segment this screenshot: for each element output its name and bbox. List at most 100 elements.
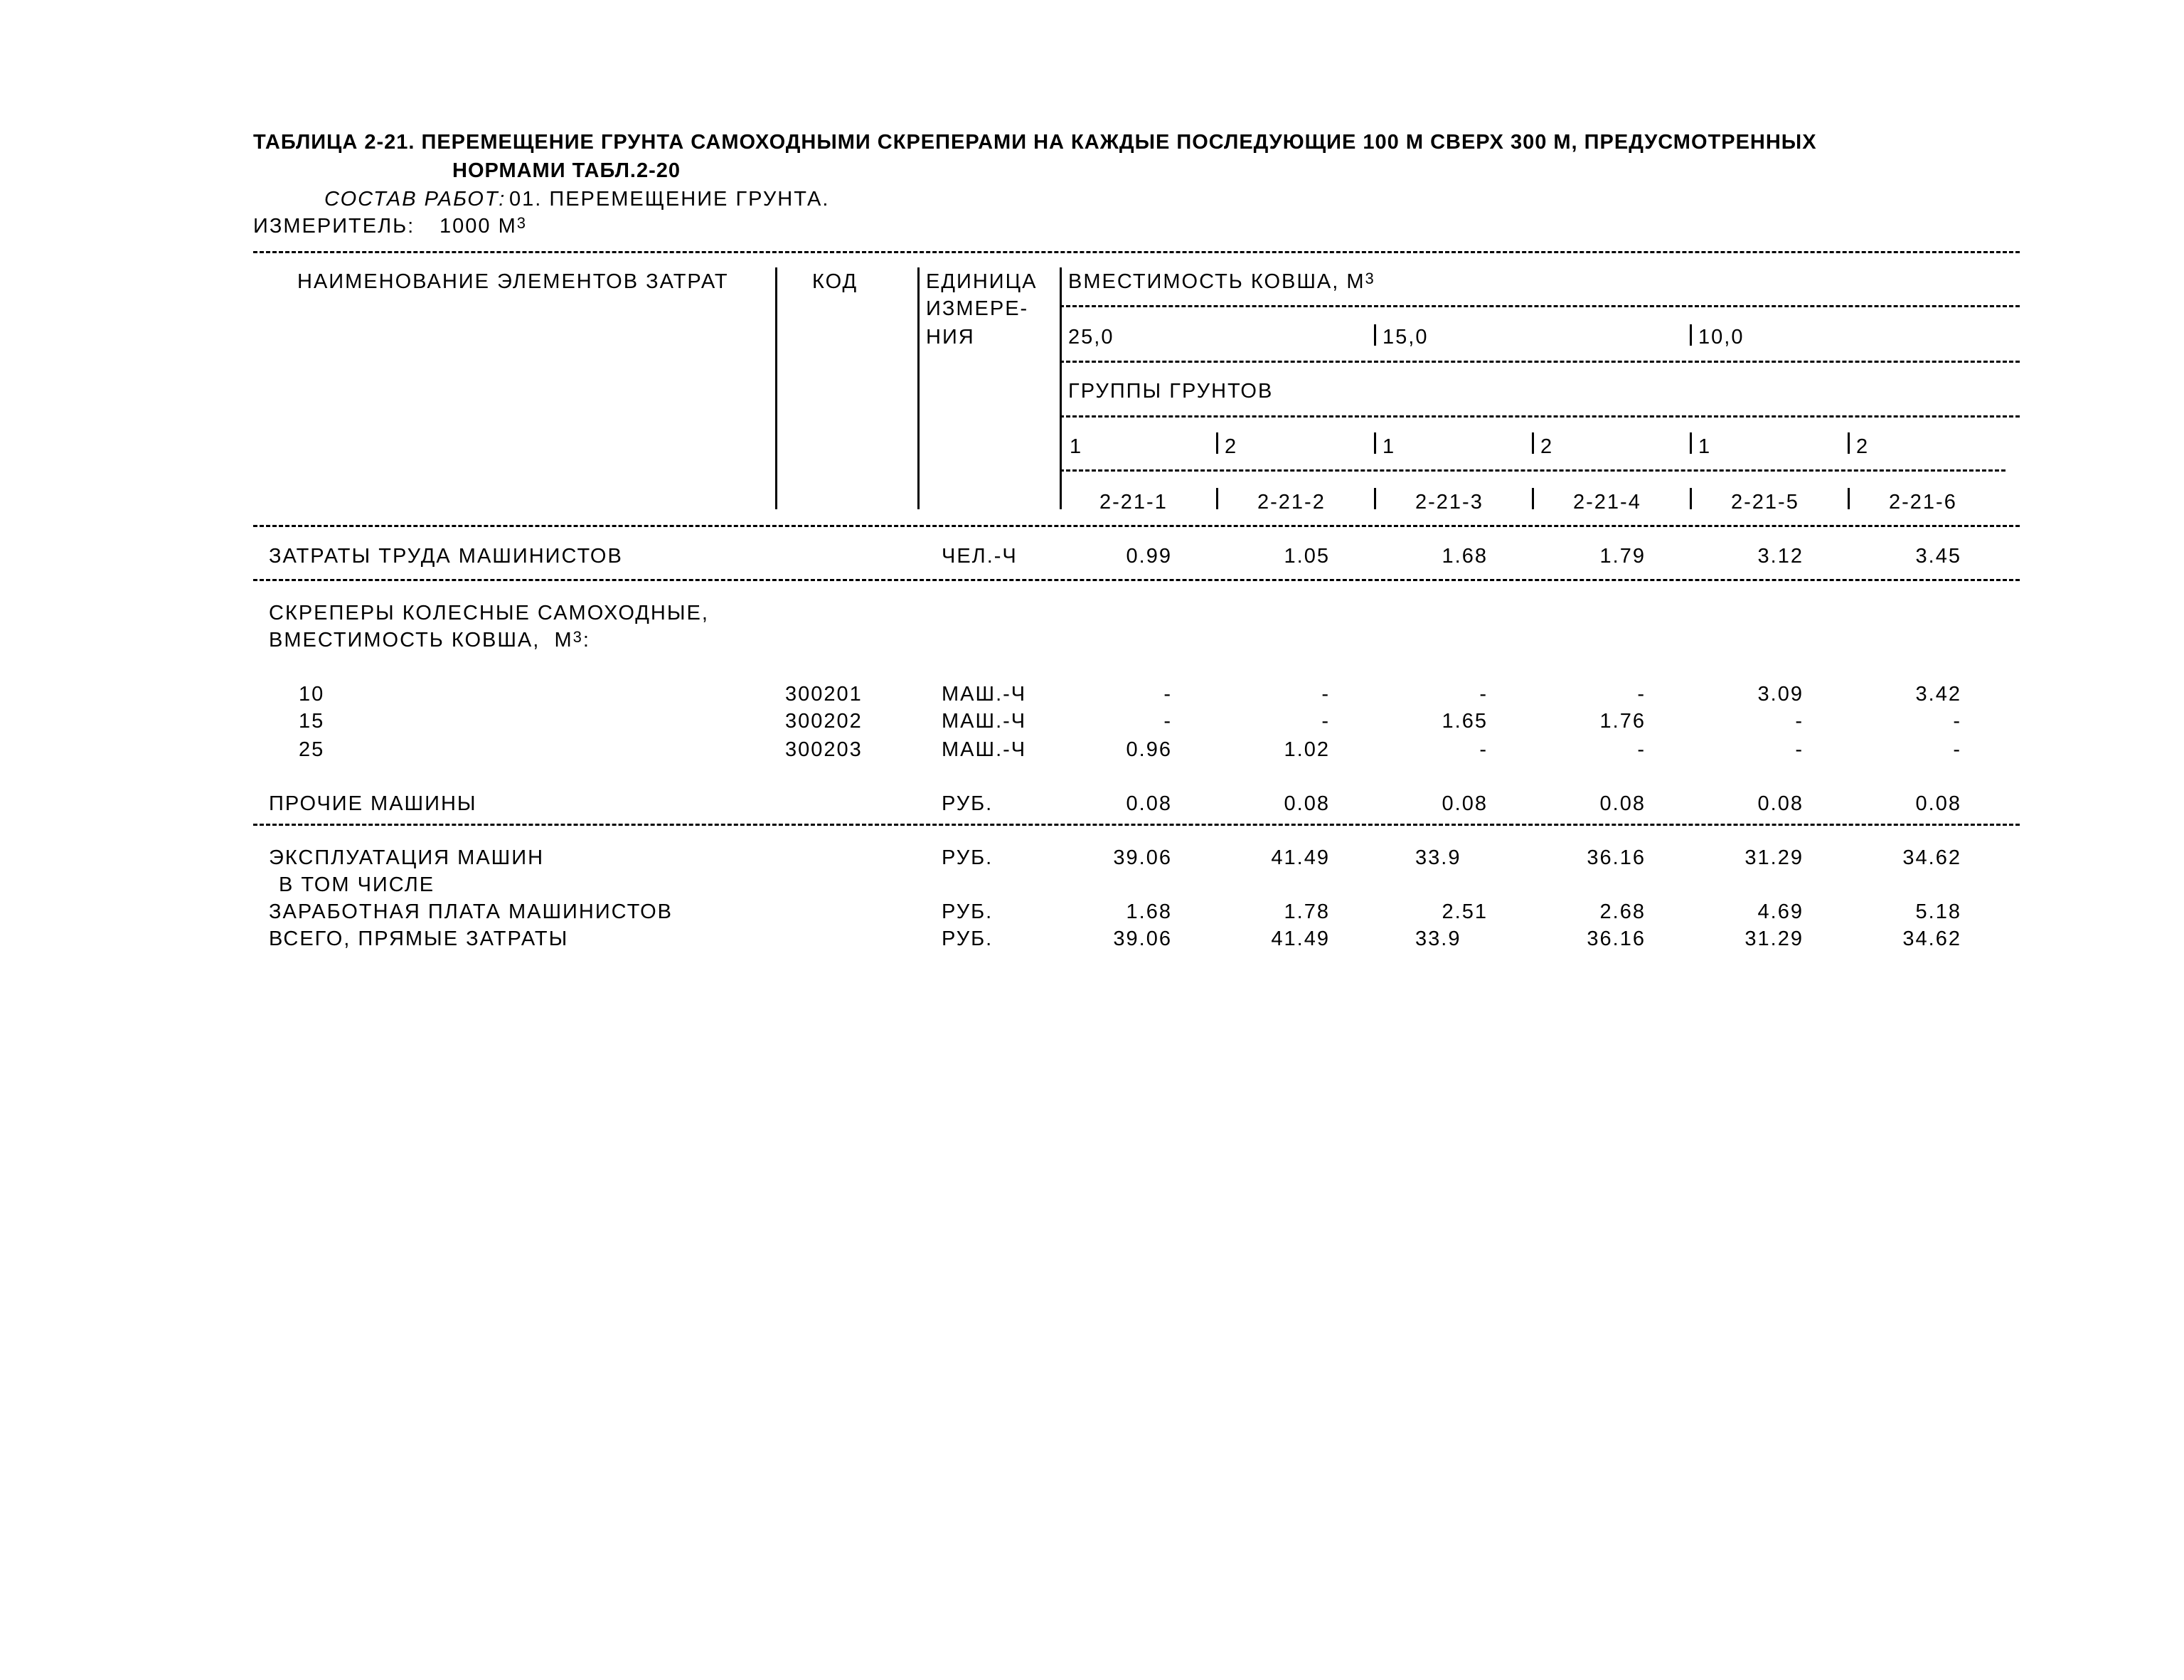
cap-value-1: 25,0 [1068, 326, 1114, 349]
row-total-v5: 31.29 [1744, 927, 1804, 950]
header-unit-1: ЕДИНИЦА [926, 270, 1038, 293]
machine-name: 10 [299, 683, 325, 706]
machine-v1: - [1163, 710, 1172, 733]
row-including-name: В ТОМ ЧИСЛЕ [279, 873, 435, 896]
rule-groups [1060, 415, 2020, 418]
rule-top [253, 251, 2020, 253]
machine-v4: - [1637, 738, 1646, 761]
col-code-2: 2-21-2 [1257, 491, 1326, 514]
row-total-name: ВСЕГО, ПРЯМЫЕ ЗАТРАТЫ [269, 927, 569, 950]
row-salary-name: ЗАРАБОТНАЯ ПЛАТА МАШИНИСТОВ [269, 900, 673, 923]
row-exploitation-v5: 31.29 [1744, 846, 1804, 869]
col-code-3: 2-21-3 [1415, 491, 1483, 514]
row-exploitation-name: ЭКСПЛУАТАЦИЯ МАШИН [269, 846, 545, 869]
group-num-2: 2 [1225, 435, 1238, 458]
machine-unit: МАШ.-Ч [942, 738, 1027, 761]
row-exploitation-v1: 39.06 [1113, 846, 1172, 869]
divider-c6 [1848, 488, 1850, 509]
work-text: 01. ПЕРЕМЕЩЕНИЕ ГРУНТА. [509, 188, 830, 211]
machine-v1: - [1163, 683, 1172, 706]
group-num-3: 1 [1383, 435, 1396, 458]
table-title: ТАБЛИЦА 2-21. ПЕРЕМЕЩЕНИЕ ГРУНТА САМОХОД… [253, 131, 1817, 154]
divider-g6 [1848, 432, 1850, 454]
divider-name-code [775, 267, 777, 509]
col-code-4: 2-21-4 [1573, 491, 1641, 514]
machine-v2: 1.02 [1284, 738, 1330, 761]
header-capacity: ВМЕСТИМОСТЬ КОВША, М3 [1068, 270, 1375, 293]
machine-v4: - [1637, 683, 1646, 706]
machine-code: 300203 [785, 738, 863, 761]
header-groups: ГРУППЫ ГРУНТОВ [1068, 380, 1274, 403]
divider-g4 [1532, 432, 1534, 454]
group-num-1: 1 [1070, 435, 1083, 458]
machine-v3: - [1479, 738, 1488, 761]
col-code-5: 2-21-5 [1731, 491, 1799, 514]
machine-unit: МАШ.-Ч [942, 710, 1027, 733]
row-labor-name: ЗАТРАТЫ ТРУДА МАШИНИСТОВ [269, 545, 623, 568]
row-exploitation-unit: РУБ. [942, 846, 994, 869]
divider-c2 [1216, 488, 1218, 509]
row-total-v4: 36.16 [1587, 927, 1646, 950]
divider-cap-2 [1374, 324, 1376, 346]
machine-v2: - [1321, 683, 1330, 706]
machine-v4: 1.76 [1599, 710, 1646, 733]
row-salary-v5: 4.69 [1757, 900, 1804, 923]
table-title-continued: НОРМАМИ ТАБЛ.2-20 [452, 159, 681, 182]
row-labor-v5: 3.12 [1757, 545, 1804, 568]
row-other-v1: 0.08 [1126, 792, 1172, 815]
rule-labor [253, 579, 2020, 581]
row-other-v3: 0.08 [1442, 792, 1488, 815]
measure-value: 1000 М3 [440, 214, 527, 238]
row-other-name: ПРОЧИЕ МАШИНЫ [269, 792, 477, 815]
machine-v3: 1.65 [1442, 710, 1488, 733]
row-other-v5: 0.08 [1757, 792, 1804, 815]
machine-v5: - [1795, 710, 1804, 733]
row-labor-v1: 0.99 [1126, 545, 1172, 568]
row-salary-v3: 2.51 [1442, 900, 1488, 923]
machine-v6: - [1953, 738, 1961, 761]
machine-v5: 3.09 [1757, 683, 1804, 706]
row-exploitation-v3: 33.9 [1415, 846, 1461, 869]
divider-unit-values [1060, 267, 1062, 509]
row-total-v2: 41.49 [1271, 927, 1330, 950]
group-num-6: 2 [1856, 435, 1870, 458]
divider-g2 [1216, 432, 1218, 454]
machine-code: 300202 [785, 710, 863, 733]
row-other-v6: 0.08 [1915, 792, 1961, 815]
machine-v3: - [1479, 683, 1488, 706]
work-label: СОСТАВ РАБОТ: [324, 188, 506, 211]
cap-value-3: 10,0 [1698, 326, 1744, 349]
rule-header-bottom [253, 525, 2020, 527]
row-other-v2: 0.08 [1284, 792, 1330, 815]
row-labor-v2: 1.05 [1284, 545, 1330, 568]
header-code: КОД [812, 270, 858, 293]
row-other-v4: 0.08 [1599, 792, 1646, 815]
row-other-unit: РУБ. [942, 792, 994, 815]
col-code-1: 2-21-1 [1099, 491, 1168, 514]
scrapers-heading-1: СКРЕПЕРЫ КОЛЕСНЫЕ САМОХОДНЫЕ, [269, 602, 709, 624]
row-labor-unit: ЧЕЛ.-Ч [942, 545, 1018, 568]
divider-code-unit [917, 267, 920, 509]
machine-name: 25 [299, 738, 325, 761]
rule-values [1060, 361, 2020, 363]
row-salary-v4: 2.68 [1599, 900, 1646, 923]
row-exploitation-v2: 41.49 [1271, 846, 1330, 869]
row-total-v3: 33.9 [1415, 927, 1461, 950]
row-total-v1: 39.06 [1113, 927, 1172, 950]
row-salary-v2: 1.78 [1284, 900, 1330, 923]
scrapers-heading-2: ВМЕСТИМОСТЬ КОВША, М3: [269, 628, 590, 652]
divider-g3 [1374, 432, 1376, 454]
row-exploitation-v4: 36.16 [1587, 846, 1646, 869]
header-unit-3: НИЯ [926, 326, 975, 349]
machine-v6: - [1953, 710, 1961, 733]
machine-v6: 3.42 [1915, 683, 1961, 706]
machine-unit: МАШ.-Ч [942, 683, 1027, 706]
divider-g5 [1690, 432, 1692, 454]
row-salary-unit: РУБ. [942, 900, 994, 923]
cap-value-2: 15,0 [1383, 326, 1429, 349]
row-total-v6: 34.62 [1902, 927, 1961, 950]
col-code-6: 2-21-6 [1889, 491, 1957, 514]
machine-code: 300201 [785, 683, 863, 706]
row-exploitation-v6: 34.62 [1902, 846, 1961, 869]
row-salary-v6: 5.18 [1915, 900, 1961, 923]
